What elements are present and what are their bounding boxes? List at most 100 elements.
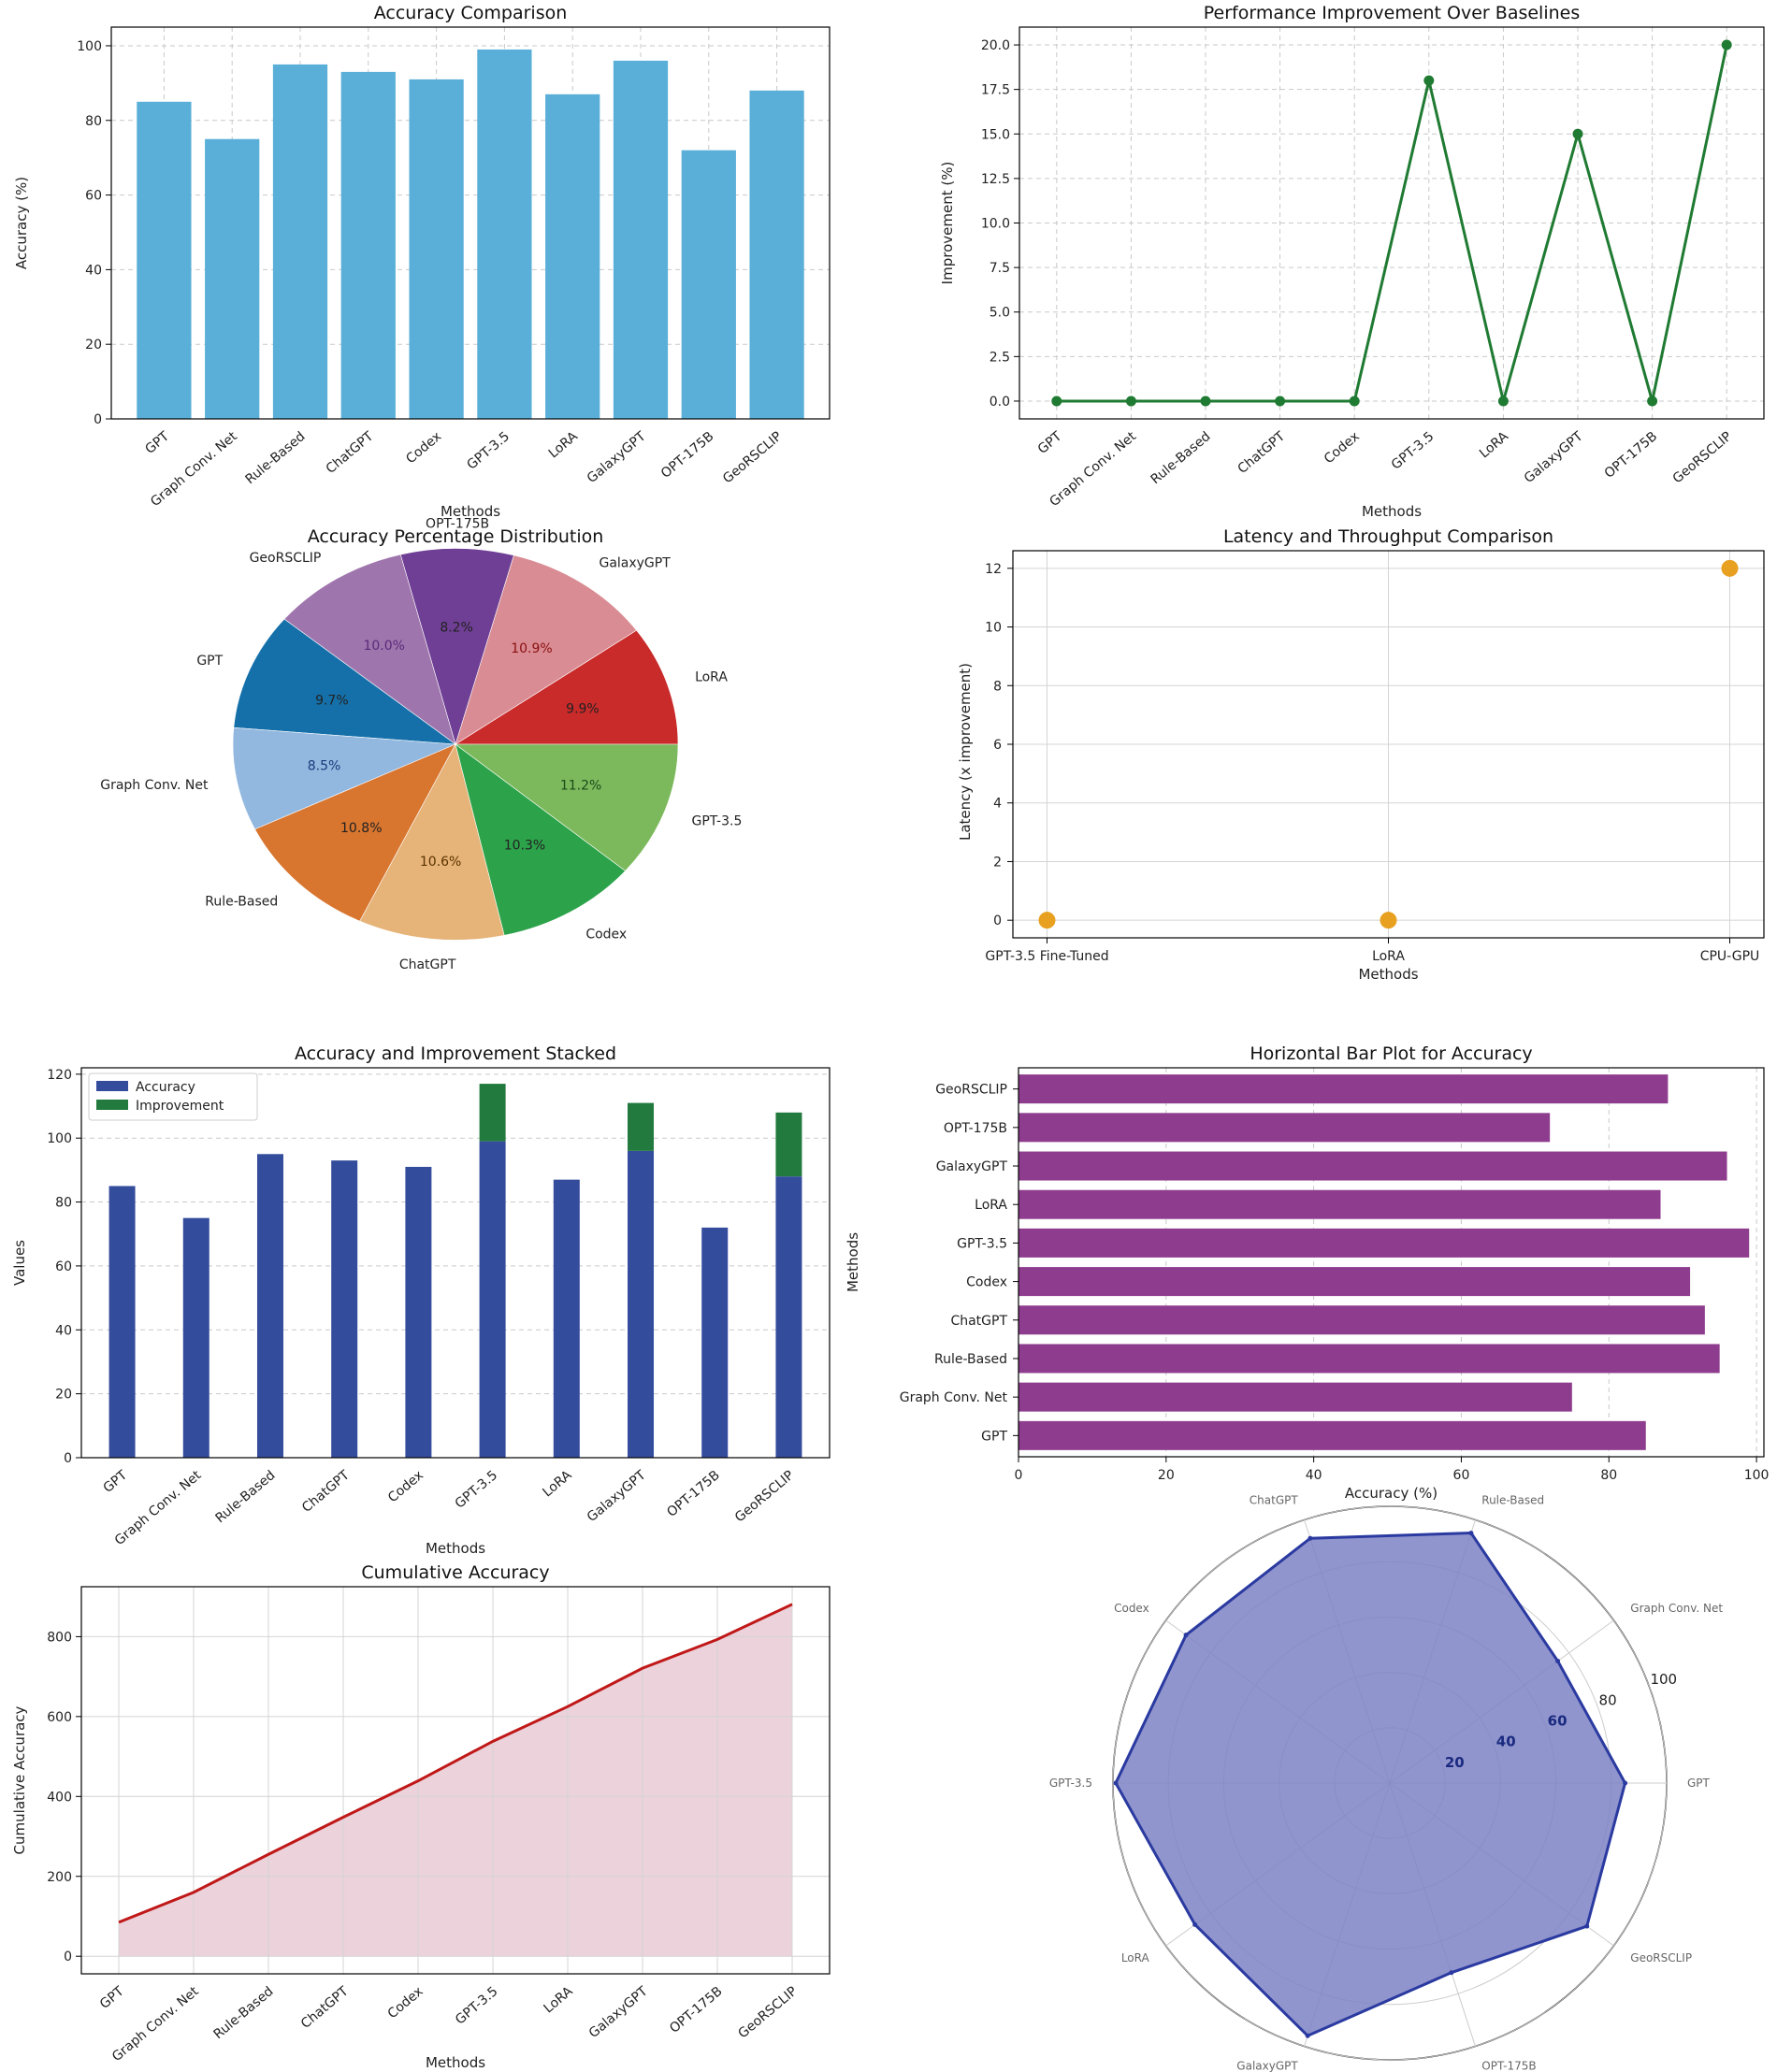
radar-tick-label: 40: [1496, 1734, 1516, 1750]
legend-box: [88, 1072, 258, 1121]
x-tick-label: Codex: [403, 429, 444, 467]
y-tick-label: 20.0: [981, 38, 1010, 53]
x-tick-label: 100: [1744, 1468, 1770, 1483]
slice-percent-label: 8.2%: [440, 620, 473, 635]
slice-label: LoRA: [695, 670, 728, 685]
y-tick-label: GPT: [981, 1429, 1007, 1444]
y-tick-label: Codex: [966, 1275, 1007, 1290]
cumulative-line: [118, 1603, 793, 1924]
bar: [1019, 1305, 1705, 1335]
x-tick-label: 0: [1015, 1468, 1023, 1483]
slice-percent-label: 10.9%: [511, 641, 552, 656]
bar: [1019, 1113, 1551, 1143]
data-point: [1349, 396, 1360, 407]
x-tick-label: LoRA: [1372, 949, 1405, 964]
pie-slice: [233, 618, 457, 745]
pie-slice: [455, 554, 637, 745]
y-tick-label: Graph Conv. Net: [900, 1390, 1008, 1405]
radar-tick-label: 100: [1650, 1671, 1677, 1688]
radar-tick-label: 80: [1599, 1691, 1617, 1708]
radar-category-label: GPT: [1687, 1777, 1711, 1790]
bar: [409, 79, 464, 419]
bar: [272, 64, 328, 420]
stacked-bar-segment: [775, 1112, 802, 1177]
x-tick-label: LoRA: [542, 1984, 576, 2017]
axes-frame: [80, 1586, 831, 1975]
stacked-bar-segment: [405, 1166, 432, 1458]
data-point: [1721, 39, 1732, 50]
x-axis-label: Methods: [1362, 503, 1422, 520]
performance-improvement-chart: Performance Improvement Over Baselines 0.…: [939, 3, 1765, 520]
x-tick-label: GeoRSCLIP: [735, 1984, 800, 2042]
x-tick-label: Codex: [1322, 429, 1363, 467]
pie-slice: [283, 554, 456, 745]
data-point: [1038, 912, 1056, 929]
slice-label: Rule-Based: [205, 895, 278, 910]
x-tick-label: LoRA: [546, 429, 581, 462]
data-point: [1051, 396, 1062, 407]
chart-title: Horizontal Bar Plot for Accuracy: [1250, 1043, 1532, 1064]
bar: [1019, 1074, 1669, 1104]
x-tick-label: 20: [1158, 1468, 1175, 1483]
slice-label: Graph Conv. Net: [100, 778, 209, 793]
accuracy-improvement-stacked-chart: Accuracy and Improvement Stacked 0 20 40 60 8…: [11, 1043, 831, 1557]
y-tick-label: 6: [993, 738, 1002, 753]
radar-point: [1584, 1923, 1590, 1929]
chart-title: Accuracy Percentage Distribution: [308, 526, 604, 547]
accuracy-comparison-chart: Accuracy Comparison020406080100GPTGraph …: [13, 3, 831, 520]
bar: [137, 101, 192, 420]
axes-frame: [1019, 26, 1765, 420]
x-tick-label: GPT: [142, 429, 172, 457]
y-tick-label: 20: [55, 1388, 72, 1403]
y-tick-label: 200: [47, 1870, 72, 1885]
x-tick-label: OPT-175B: [658, 429, 716, 482]
radar-point: [1183, 1633, 1189, 1638]
data-point: [1125, 396, 1136, 407]
y-axis-label: Improvement (%): [939, 162, 956, 285]
slice-percent-label: 8.5%: [308, 759, 341, 774]
stacked-bar-segment: [479, 1141, 506, 1458]
data-point: [1380, 912, 1397, 929]
data-point: [1572, 128, 1583, 139]
horizontal-accuracy-chart: Horizontal Bar Plot for Accuracy 0 20 40 60 8…: [845, 1043, 1769, 1502]
latency-throughput-chart: Latency and Throughput Comparison 0 2 4 6 8 10…: [957, 526, 1765, 983]
chart-title: Accuracy and Improvement Stacked: [295, 1043, 616, 1064]
slice-label: ChatGPT: [399, 957, 456, 972]
x-tick-label: GalaxyGPT: [585, 429, 649, 487]
stacked-bar-segment: [479, 1084, 506, 1142]
bar: [1019, 1267, 1691, 1297]
pie-slice: [455, 743, 679, 871]
stacked-bar-segment: [331, 1160, 358, 1458]
radar-point: [1113, 1780, 1119, 1786]
y-tick-label: 15.0: [981, 127, 1010, 142]
slice-percent-label: 10.3%: [504, 838, 545, 853]
radar-category-label: GalaxyGPT: [1236, 2059, 1298, 2072]
y-tick-label: 600: [47, 1710, 72, 1725]
y-tick-label: 10: [985, 621, 1002, 636]
y-tick-label: OPT-175B: [944, 1121, 1007, 1136]
x-tick-label: OPT-175B: [1602, 429, 1660, 482]
slice-percent-label: 10.0%: [363, 639, 404, 654]
radar-category-label: Codex: [1114, 1602, 1149, 1615]
chart-title: Latency and Throughput Comparison: [1223, 526, 1553, 547]
y-tick-label: 0: [64, 1451, 72, 1466]
y-tick-label: 2.5: [990, 350, 1010, 365]
x-tick-label: LoRA: [1477, 429, 1511, 462]
x-tick-label: GalaxyGPT: [1522, 429, 1586, 487]
radar-category-label: Graph Conv. Net: [1630, 1602, 1723, 1615]
y-tick-label: 80: [55, 1196, 72, 1211]
bar: [749, 90, 804, 419]
x-tick-label: 60: [1453, 1468, 1470, 1483]
x-tick-label: LoRA: [540, 1468, 574, 1501]
pie-slice: [254, 743, 456, 922]
radar-category-label: LoRA: [1121, 1951, 1150, 1964]
y-tick-label: 80: [85, 114, 102, 129]
radar-point: [1623, 1780, 1628, 1786]
pie-slice: [359, 743, 505, 941]
axes-frame: [1012, 550, 1765, 939]
y-tick-label: Rule-Based: [934, 1352, 1007, 1367]
accuracy-distribution-pie: Accuracy Percentage Distribution 9.9% LoRA…: [100, 516, 742, 972]
cumulative-accuracy-chart: Cumulative Accuracy0200400600800GPTGraph…: [11, 1562, 831, 2071]
bar: [613, 60, 669, 420]
x-tick-label: 80: [1600, 1468, 1617, 1483]
